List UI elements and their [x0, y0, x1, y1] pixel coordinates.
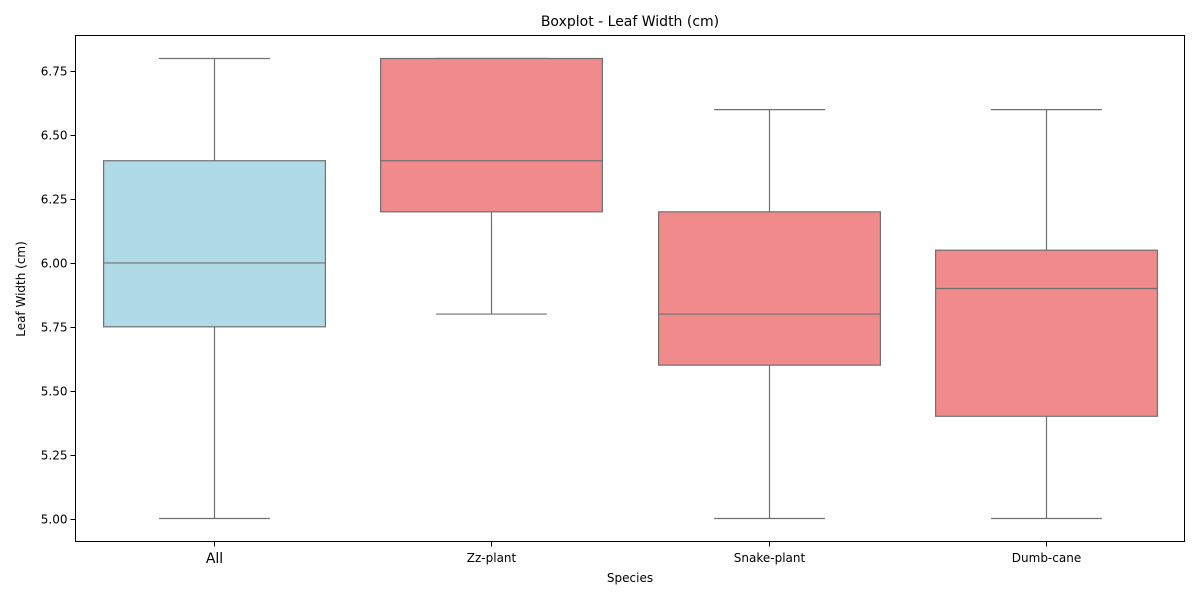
box-dumb-cane: [934, 109, 1158, 520]
y-tick-label: 5.50: [41, 385, 68, 399]
chart-title: Boxplot - Leaf Width (cm): [541, 14, 719, 30]
x-tick-label: Zz-plant: [467, 551, 517, 565]
x-axis-label: Species: [607, 571, 653, 585]
y-tick-label: 6.00: [41, 257, 68, 271]
box-zz-plant: [380, 57, 604, 315]
y-axis-ticks: 5.00 5.25 5.50 5.75 6.00 6.25 6.50 6.75: [41, 65, 76, 527]
iqr-box: [380, 57, 604, 213]
y-tick-label: 5.75: [41, 321, 68, 335]
y-tick-label: 6.25: [41, 193, 68, 207]
box-all: [102, 57, 327, 520]
plot-frame: [75, 35, 1185, 542]
iqr-box: [934, 249, 1158, 417]
iqr-box: [657, 211, 881, 366]
box-snake-plant: [657, 109, 881, 520]
boxes-layer: [102, 57, 1158, 520]
x-tick-label: Dumb-cane: [1012, 551, 1081, 565]
y-tick-label: 5.00: [41, 513, 68, 527]
x-tick-label: All: [206, 551, 223, 567]
y-tick-label: 5.25: [41, 449, 68, 463]
x-axis-ticks: All Zz-plant Snake-plant Dumb-cane: [206, 541, 1081, 567]
y-axis-label: Leaf Width (cm): [14, 241, 28, 337]
iqr-box: [102, 160, 327, 328]
x-tick-label: Snake-plant: [734, 551, 806, 565]
y-tick-label: 6.75: [41, 65, 68, 79]
y-tick-label: 6.50: [41, 129, 68, 143]
